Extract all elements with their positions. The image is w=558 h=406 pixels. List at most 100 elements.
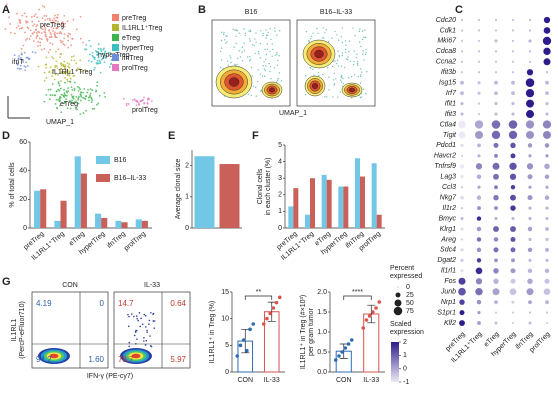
cell-dot <box>40 48 43 51</box>
cell-dot <box>317 32 319 35</box>
expression-dot <box>510 194 516 201</box>
cell-dot <box>60 22 63 24</box>
expression-dot <box>477 60 481 63</box>
expression-dot <box>460 227 464 231</box>
cell-dot <box>63 37 66 40</box>
cell-dot <box>249 29 251 31</box>
cell-dot <box>43 100 46 103</box>
bar <box>343 186 349 228</box>
cell-dot <box>37 45 39 47</box>
data-point <box>238 343 243 348</box>
cell-dot <box>64 81 66 84</box>
cell-dot <box>362 88 365 91</box>
expression-dot <box>460 175 464 179</box>
cell-dot <box>46 40 49 42</box>
cell-dot <box>345 58 347 60</box>
cell-dot <box>57 20 59 23</box>
cell-dot <box>20 53 23 56</box>
cell-dot <box>44 29 47 31</box>
cell-dot <box>54 73 57 76</box>
panel-letter: D <box>2 130 10 142</box>
cell-dot <box>23 65 26 68</box>
cell-dot <box>51 56 53 58</box>
y-axis-label: Clonal cells <box>257 168 264 204</box>
expression-dot <box>508 120 518 129</box>
cell-dot <box>254 52 256 55</box>
cell-dot <box>53 94 56 97</box>
data-point <box>340 350 344 354</box>
significance-bracket <box>244 295 273 300</box>
expression-dot <box>477 311 481 315</box>
bar <box>293 188 299 228</box>
cell-dot <box>339 91 342 93</box>
cell-dot <box>59 31 62 33</box>
expression-dot <box>460 154 464 157</box>
cell-dot <box>334 30 336 33</box>
data-point <box>241 338 246 342</box>
cell-dot <box>89 92 92 95</box>
cell-dot <box>66 20 69 22</box>
cell-dot <box>276 52 278 54</box>
cell-dot <box>322 73 324 76</box>
cell-dot <box>53 17 55 20</box>
quadrant-value: 4.19 <box>36 299 52 308</box>
panel-letter: E <box>168 130 175 142</box>
cell-dot <box>66 80 69 83</box>
cell-dot <box>135 104 138 107</box>
y-tick-label: 5 <box>225 342 229 349</box>
cell-dot <box>144 315 147 317</box>
cell-dot <box>17 25 20 27</box>
cell-dot <box>95 89 98 92</box>
data-point <box>245 348 249 353</box>
cell-dot <box>80 70 83 73</box>
size-key-label: 0 <box>406 284 410 291</box>
cell-dot <box>276 34 278 36</box>
expression-dot <box>528 50 532 53</box>
cell-dot <box>73 87 76 90</box>
expression-dot <box>494 50 498 53</box>
cell-dot <box>26 37 28 40</box>
cell-dot <box>219 50 222 53</box>
cell-dot <box>51 43 54 46</box>
cell-dot <box>220 31 223 33</box>
cell-dot <box>358 30 361 33</box>
cell-dot <box>98 94 101 97</box>
cell-dot <box>87 59 90 62</box>
cell-dot <box>362 53 364 55</box>
cell-dot <box>95 61 98 64</box>
cell-dot <box>16 62 18 65</box>
cell-dot <box>93 66 96 69</box>
expression-dot <box>545 91 549 96</box>
x-tick-label: IL1RL1⁺Treg <box>450 331 484 365</box>
y-tick-label: 2 <box>185 162 189 169</box>
expression-dot <box>492 288 500 296</box>
expression-dot <box>460 18 464 22</box>
cell-dot <box>73 81 76 84</box>
expression-dot <box>545 154 549 158</box>
cell-dot <box>332 96 334 98</box>
cell-dot <box>51 75 54 78</box>
cell-dot <box>43 15 46 17</box>
cell-dot <box>341 55 343 57</box>
cell-dot <box>82 41 85 44</box>
cell-dot <box>68 80 71 83</box>
y-tick-label: 10 <box>221 316 229 323</box>
cell-dot <box>269 28 271 30</box>
expression-dot <box>511 18 515 22</box>
bar <box>74 156 81 228</box>
cell-dot <box>250 94 252 97</box>
cell-dot <box>75 100 78 103</box>
cell-dot <box>149 335 151 337</box>
cell-dot <box>96 103 98 106</box>
expression-dot <box>494 91 498 96</box>
cell-dot <box>360 45 362 48</box>
cell-dot <box>45 35 48 38</box>
cell-dot <box>21 14 24 17</box>
cell-dot <box>28 38 31 40</box>
cell-dot <box>354 34 356 37</box>
expression-dot <box>510 142 516 149</box>
cell-dot <box>45 63 48 66</box>
cell-dot <box>277 77 279 80</box>
cell-dot <box>241 60 244 62</box>
color-tick-label: 0 <box>403 366 407 373</box>
